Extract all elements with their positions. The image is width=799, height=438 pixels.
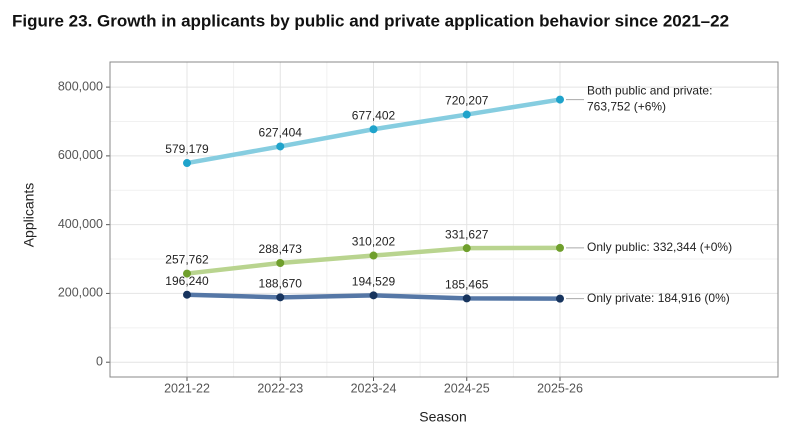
data-label: 331,627 [445,227,489,241]
data-label: 194,529 [352,274,396,288]
data-label: 196,240 [165,274,209,288]
point [556,95,564,104]
data-label: 627,404 [259,126,303,140]
y-tick-label: 400,000 [58,217,103,231]
point [276,259,285,268]
x-tick-label: 2022-23 [257,381,303,395]
point [369,291,378,300]
point [276,293,285,302]
point [556,294,564,303]
data-label: 257,762 [165,253,209,267]
x-tick-label: 2024-25 [444,381,490,395]
point [462,294,471,303]
y-tick-label: 200,000 [58,286,103,300]
data-label: 310,202 [352,235,396,249]
data-label: 185,465 [445,278,489,292]
point [183,159,191,168]
y-tick-label: 0 [96,355,103,369]
chart-title: Figure 23. Growth in applicants by publi… [12,11,729,30]
data-label: 677,402 [352,108,396,122]
point [369,251,378,260]
point [462,110,471,119]
x-tick-label: 2021-22 [164,381,210,395]
point [183,269,191,278]
end-label: 763,752 (+6%) [587,100,666,114]
data-label: 720,207 [445,94,489,108]
end-label-heading: Both public and private: [587,84,712,98]
data-label: 188,670 [259,277,303,291]
plot-border [109,61,779,378]
end-label: Only private: 184,916 (0%) [587,291,730,305]
data-label: 288,473 [259,242,303,256]
end-label: Only public: 332,344 (+0%) [587,240,732,254]
x-tick-label: 2025-26 [537,381,583,395]
point [276,142,285,151]
data-label: 579,179 [165,142,209,156]
y-tick-label: 600,000 [58,148,103,162]
y-tick-label: 800,000 [58,79,103,93]
point [556,243,564,252]
point [369,125,378,134]
x-tick-label: 2023-24 [351,381,397,395]
point [462,244,471,253]
y-axis-title: Applicants [21,183,37,248]
point [183,290,191,299]
x-axis-title: Season [419,409,466,425]
